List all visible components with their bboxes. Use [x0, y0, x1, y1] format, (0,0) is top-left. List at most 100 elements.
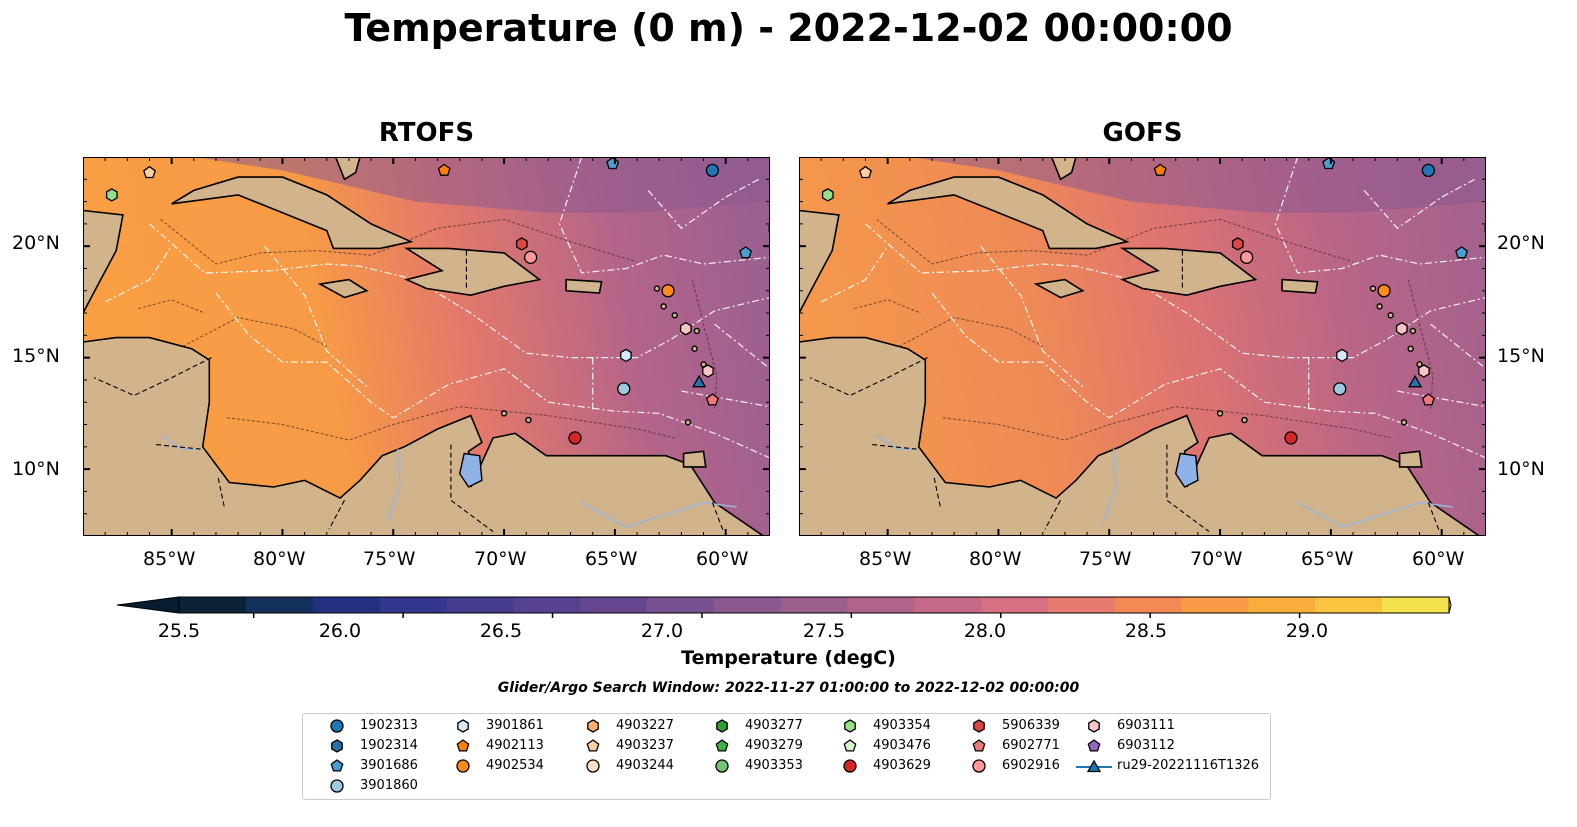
- legend-marker: [972, 759, 986, 773]
- isobath-contour: [1407, 279, 1434, 409]
- eez-boundary: [215, 292, 770, 459]
- isobath-contour: [691, 279, 718, 409]
- lon-tick-label: 70°W: [1190, 548, 1243, 570]
- land-jamaica: [1033, 278, 1085, 299]
- small-island: [691, 345, 698, 352]
- map-frame: [83, 157, 770, 536]
- colorbar-segment: [981, 597, 1049, 613]
- river: [385, 449, 401, 523]
- legend-marker: [1086, 759, 1102, 773]
- legend-label: 5906339: [1002, 718, 1060, 733]
- eez-boundary: [980, 245, 1084, 388]
- legend-label: 3901861: [486, 718, 544, 733]
- colorbar-tick-label: 25.5: [157, 620, 201, 642]
- eez-boundary: [865, 223, 1486, 359]
- observation-marker: [1377, 284, 1391, 298]
- country-border: [450, 444, 494, 532]
- observation-marker: [1284, 431, 1298, 445]
- legend-label: 6902771: [1002, 738, 1060, 753]
- legend-label: 4903476: [873, 738, 931, 753]
- colorbar-tick-label: 28.0: [963, 620, 1007, 642]
- lat-tick-label: 15°N: [12, 345, 60, 367]
- observation-marker: [1240, 250, 1254, 264]
- legend-label: 4902113: [486, 738, 544, 753]
- colorbar-segment: [1047, 597, 1116, 613]
- observation-marker: [568, 431, 582, 445]
- river: [876, 435, 917, 450]
- country-border: [809, 357, 928, 397]
- legend-label: 4903244: [616, 758, 674, 773]
- observation-marker: [705, 163, 720, 178]
- lon-tick-label: 75°W: [363, 548, 416, 570]
- small-island: [1407, 345, 1414, 352]
- lat-tick-label: 15°N: [1497, 345, 1545, 367]
- colorbar-tick-label: 26.0: [318, 620, 362, 642]
- observation-marker: [1407, 374, 1423, 388]
- isobath-contour: [942, 406, 1391, 441]
- colorbar-segment: [780, 597, 848, 613]
- eez-boundary: [104, 245, 173, 303]
- small-island: [653, 285, 661, 292]
- small-island: [1387, 312, 1394, 319]
- observation-marker: [1336, 348, 1348, 363]
- land-cuba: [887, 176, 1130, 250]
- river: [1101, 449, 1117, 523]
- small-island: [671, 312, 678, 319]
- legend-label: 4903279: [745, 738, 803, 753]
- legend-marker: [330, 779, 344, 793]
- legend-marker: [843, 759, 857, 773]
- observation-marker: [702, 364, 714, 378]
- eez-boundary: [714, 323, 770, 370]
- small-island: [684, 419, 692, 426]
- colorbar-segment: [379, 597, 447, 613]
- legend-label: 4903629: [873, 758, 931, 773]
- river: [160, 435, 201, 450]
- observation-marker: [617, 382, 631, 396]
- river: [581, 501, 737, 528]
- colorbar-segment: [847, 597, 915, 613]
- northern-cool-water: [799, 157, 1486, 213]
- observation-marker: [1421, 393, 1435, 406]
- colorbar-segment: [312, 597, 381, 613]
- observation-marker: [1333, 382, 1347, 396]
- observation-marker: [524, 250, 538, 264]
- legend-marker: [330, 759, 344, 772]
- land-bahamas: [334, 157, 361, 181]
- colorbar-segment: [245, 597, 314, 613]
- colorbar-segment: [580, 597, 648, 613]
- land-cuba: [171, 176, 414, 250]
- small-island: [525, 416, 532, 424]
- legend-marker: [586, 739, 600, 752]
- observation-marker: [437, 163, 451, 176]
- country-border: [933, 477, 942, 510]
- colorbar-segment: [1382, 597, 1450, 613]
- legend-marker: [716, 719, 728, 733]
- legend-label: 4903227: [616, 718, 674, 733]
- observation-marker: [620, 348, 632, 363]
- legend-label: 6903111: [1117, 718, 1175, 733]
- legend: 1902313 1902314 3901686 3901860 3901861 49021…: [302, 713, 1271, 800]
- colorbar-segment: [446, 597, 514, 613]
- land-central-america: [799, 157, 840, 314]
- map-panel-gofs: [799, 157, 1486, 536]
- legend-marker: [1087, 739, 1101, 752]
- observation-marker: [143, 165, 156, 179]
- colorbar-tick-label: 27.5: [802, 620, 846, 642]
- isobath-contour: [898, 316, 1044, 347]
- small-island: [1216, 410, 1224, 417]
- legend-label: ru29-20221116T1326: [1117, 758, 1260, 773]
- eez-boundary: [820, 245, 889, 303]
- observation-marker: [105, 188, 118, 202]
- colorbar-segment: [1315, 597, 1383, 613]
- legend-marker: [972, 739, 986, 752]
- colorbar-segment: [1114, 597, 1183, 613]
- legend-label: 1902314: [360, 738, 418, 753]
- observation-marker: [661, 284, 675, 298]
- legend-marker: [1088, 719, 1100, 733]
- observation-marker: [1395, 321, 1408, 336]
- observation-marker: [705, 393, 719, 406]
- colorbar-tick-label: 28.5: [1124, 620, 1168, 642]
- country-border: [1166, 444, 1210, 532]
- lon-tick-label: 80°W: [253, 548, 306, 570]
- legend-label: 4903237: [616, 738, 674, 753]
